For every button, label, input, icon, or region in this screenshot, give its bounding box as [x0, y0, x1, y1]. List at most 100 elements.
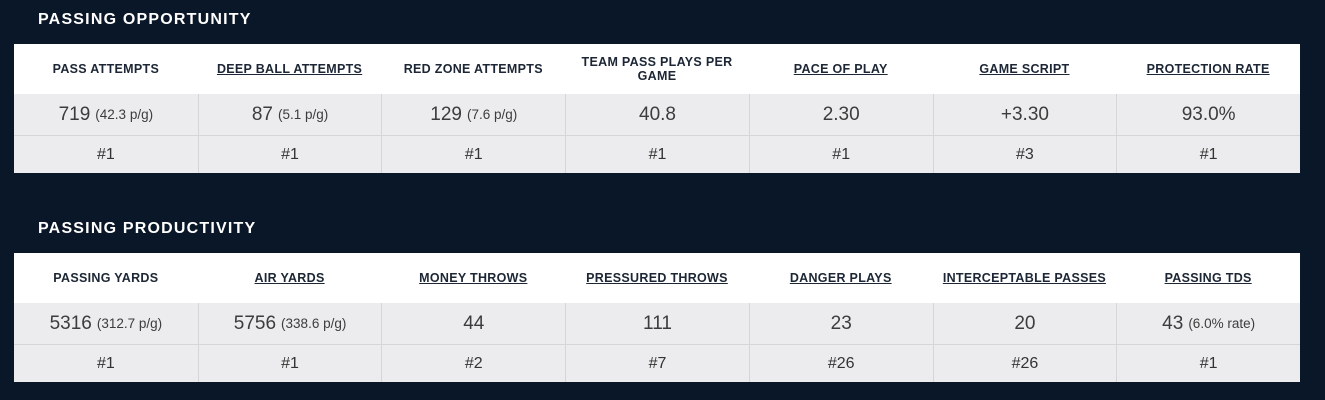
stat-value-sub: (7.6 p/g)	[466, 107, 518, 122]
section-passing-productivity: PASSING PRODUCTIVITY PASSING YARDS AIR Y…	[0, 221, 1325, 382]
stat-value: 87	[251, 103, 273, 125]
stat-value-cell: 719 (42.3 p/g)	[14, 94, 198, 135]
stat-value: 20	[1014, 312, 1036, 334]
column-header-air-yards: AIR YARDS	[198, 253, 382, 303]
table-value-row: 5316 (312.7 p/g) 5756 (338.6 p/g) 44 111 2…	[14, 303, 1300, 344]
stat-rank: #1	[281, 145, 299, 163]
stat-rank-cell: #26	[748, 344, 933, 382]
stat-rank-cell: #1	[748, 135, 933, 173]
stat-value-sub: (338.6 p/g)	[281, 316, 347, 331]
stat-rank: #3	[1016, 145, 1034, 163]
stat-value-cell: +3.30	[932, 94, 1117, 135]
stat-value: 23	[830, 312, 852, 334]
column-header-money-throws: MONEY THROWS	[381, 253, 565, 303]
column-header-link[interactable]: PASSING TDS	[1164, 271, 1252, 285]
stat-rank: #2	[464, 354, 483, 372]
stat-value: 2.30	[822, 103, 860, 125]
stat-rank-cell: #1	[197, 135, 382, 173]
table-header-row: PASSING YARDS AIR YARDS MONEY THROWS PRE…	[14, 253, 1300, 303]
stat-rank-cell: #1	[14, 344, 198, 382]
stat-rank-cell: #7	[565, 344, 749, 382]
table-rank-row: #1 #1 #1 #1 #1 #3 #1	[14, 135, 1300, 173]
stat-value: 44	[463, 312, 485, 334]
column-header-link[interactable]: INTERCEPTABLE PASSES	[942, 271, 1107, 285]
stat-rank: #1	[1199, 354, 1218, 372]
passing-opportunity-table: PASS ATTEMPTS DEEP BALL ATTEMPTS RED ZON…	[14, 44, 1300, 173]
stat-value-cell: 5316 (312.7 p/g)	[14, 303, 198, 344]
stat-value-cell: 2.30	[748, 94, 933, 135]
stat-rank: #26	[827, 354, 855, 372]
column-header-passing-yards: PASSING YARDS	[14, 253, 198, 303]
stat-rank-cell: #2	[381, 344, 566, 382]
stat-value: 129	[430, 103, 462, 125]
column-header-red-zone-attempts: RED ZONE ATTEMPTS	[381, 44, 565, 94]
column-header-link[interactable]: PROTECTION RATE	[1146, 62, 1270, 76]
stat-value-cell: 20	[932, 303, 1117, 344]
column-header-deep-ball-attempts: DEEP BALL ATTEMPTS	[198, 44, 382, 94]
stat-rank-cell: #3	[932, 135, 1117, 173]
stat-rank: #1	[1199, 145, 1218, 163]
stat-value-sub: (312.7 p/g)	[96, 316, 163, 331]
stat-value: 93.0%	[1181, 103, 1236, 125]
stat-value: 5316	[49, 312, 92, 334]
stat-value: 43	[1162, 312, 1184, 334]
column-header-danger-plays: DANGER PLAYS	[749, 253, 933, 303]
stat-value-cell: 40.8	[565, 94, 749, 135]
stat-value-cell: 111	[565, 303, 749, 344]
stat-value-cell: 43 (6.0% rate)	[1116, 303, 1300, 344]
column-header-link[interactable]: GAME SCRIPT	[979, 62, 1070, 76]
stat-value: 5756	[233, 312, 277, 334]
stat-rank-cell: #1	[1116, 344, 1300, 382]
stat-rank: #1	[96, 354, 115, 372]
stat-rank: #26	[1011, 354, 1039, 372]
passing-productivity-table: PASSING YARDS AIR YARDS MONEY THROWS PRE…	[14, 253, 1300, 382]
stat-value-cell: 93.0%	[1116, 94, 1300, 135]
column-header-link[interactable]: DANGER PLAYS	[789, 271, 892, 285]
stat-value-sub: (6.0% rate)	[1188, 316, 1256, 331]
stat-rank-cell: #1	[197, 344, 382, 382]
column-header-link[interactable]: DEEP BALL ATTEMPTS	[216, 62, 363, 76]
column-header-pace-of-play: PACE OF PLAY	[749, 44, 933, 94]
column-header-link[interactable]: PACE OF PLAY	[793, 62, 888, 76]
column-header-pass-attempts: PASS ATTEMPTS	[14, 44, 198, 94]
stat-value-cell: 5756 (338.6 p/g)	[197, 303, 382, 344]
table-header-row: PASS ATTEMPTS DEEP BALL ATTEMPTS RED ZON…	[14, 44, 1300, 94]
stat-value-sub: (42.3 p/g)	[95, 107, 154, 122]
section-title-passing-productivity: PASSING PRODUCTIVITY	[38, 220, 257, 237]
stat-value: 111	[643, 312, 672, 334]
column-header-interceptable-passes: INTERCEPTABLE PASSES	[933, 253, 1117, 303]
stat-rank-cell: #1	[14, 135, 198, 173]
stat-rank: #1	[96, 145, 115, 163]
stat-value-cell: 129 (7.6 p/g)	[381, 94, 565, 135]
column-header-game-script: GAME SCRIPT	[933, 44, 1117, 94]
column-header-link[interactable]: PRESSURED THROWS	[586, 271, 728, 285]
section-passing-opportunity: PASSING OPPORTUNITY PASS ATTEMPTS DEEP B…	[0, 12, 1325, 173]
stat-value: 719	[58, 103, 91, 125]
column-header-link[interactable]: MONEY THROWS	[419, 271, 528, 285]
column-header-label: RED ZONE ATTEMPTS	[403, 62, 543, 76]
stat-rank-cell: #1	[381, 135, 566, 173]
column-header-link[interactable]: AIR YARDS	[254, 271, 325, 285]
column-header-passing-tds: PASSING TDS	[1116, 253, 1300, 303]
table-value-row: 719 (42.3 p/g) 87 (5.1 p/g) 129 (7.6 p/g) 4…	[14, 94, 1300, 135]
stat-rank: #1	[464, 145, 483, 163]
column-header-team-pass-plays-per-game: TEAM PASS PLAYS PER GAME	[565, 44, 749, 94]
stat-value: +3.30	[1000, 103, 1049, 125]
stat-value-sub: (5.1 p/g)	[277, 107, 329, 122]
stat-rank: #1	[281, 354, 299, 372]
stat-value-cell: 87 (5.1 p/g)	[197, 94, 382, 135]
stat-rank: #7	[648, 354, 667, 372]
stats-page: PASSING OPPORTUNITY PASS ATTEMPTS DEEP B…	[0, 12, 1325, 382]
column-header-label: PASS ATTEMPTS	[52, 62, 160, 76]
stat-rank: #1	[648, 145, 667, 163]
stat-rank: #1	[832, 145, 851, 163]
column-header-pressured-throws: PRESSURED THROWS	[565, 253, 749, 303]
stat-rank-cell: #1	[1116, 135, 1300, 173]
stat-rank-cell: #1	[565, 135, 749, 173]
section-title-passing-opportunity: PASSING OPPORTUNITY	[38, 11, 252, 28]
stat-rank-cell: #26	[932, 344, 1117, 382]
column-header-label: PASSING YARDS	[53, 271, 159, 285]
stat-value: 40.8	[639, 103, 676, 125]
column-header-protection-rate: PROTECTION RATE	[1116, 44, 1300, 94]
column-header-label: TEAM PASS PLAYS PER GAME	[581, 55, 733, 83]
